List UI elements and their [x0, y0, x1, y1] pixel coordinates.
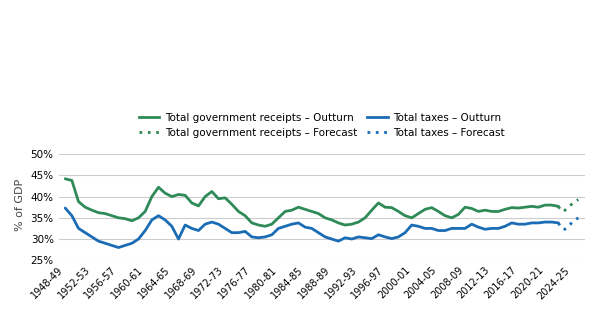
Legend: Total government receipts – Outturn, Total government receipts – Forecast, Total: Total government receipts – Outturn, Tot… [134, 109, 509, 142]
Y-axis label: % of GDP: % of GDP [15, 179, 25, 231]
